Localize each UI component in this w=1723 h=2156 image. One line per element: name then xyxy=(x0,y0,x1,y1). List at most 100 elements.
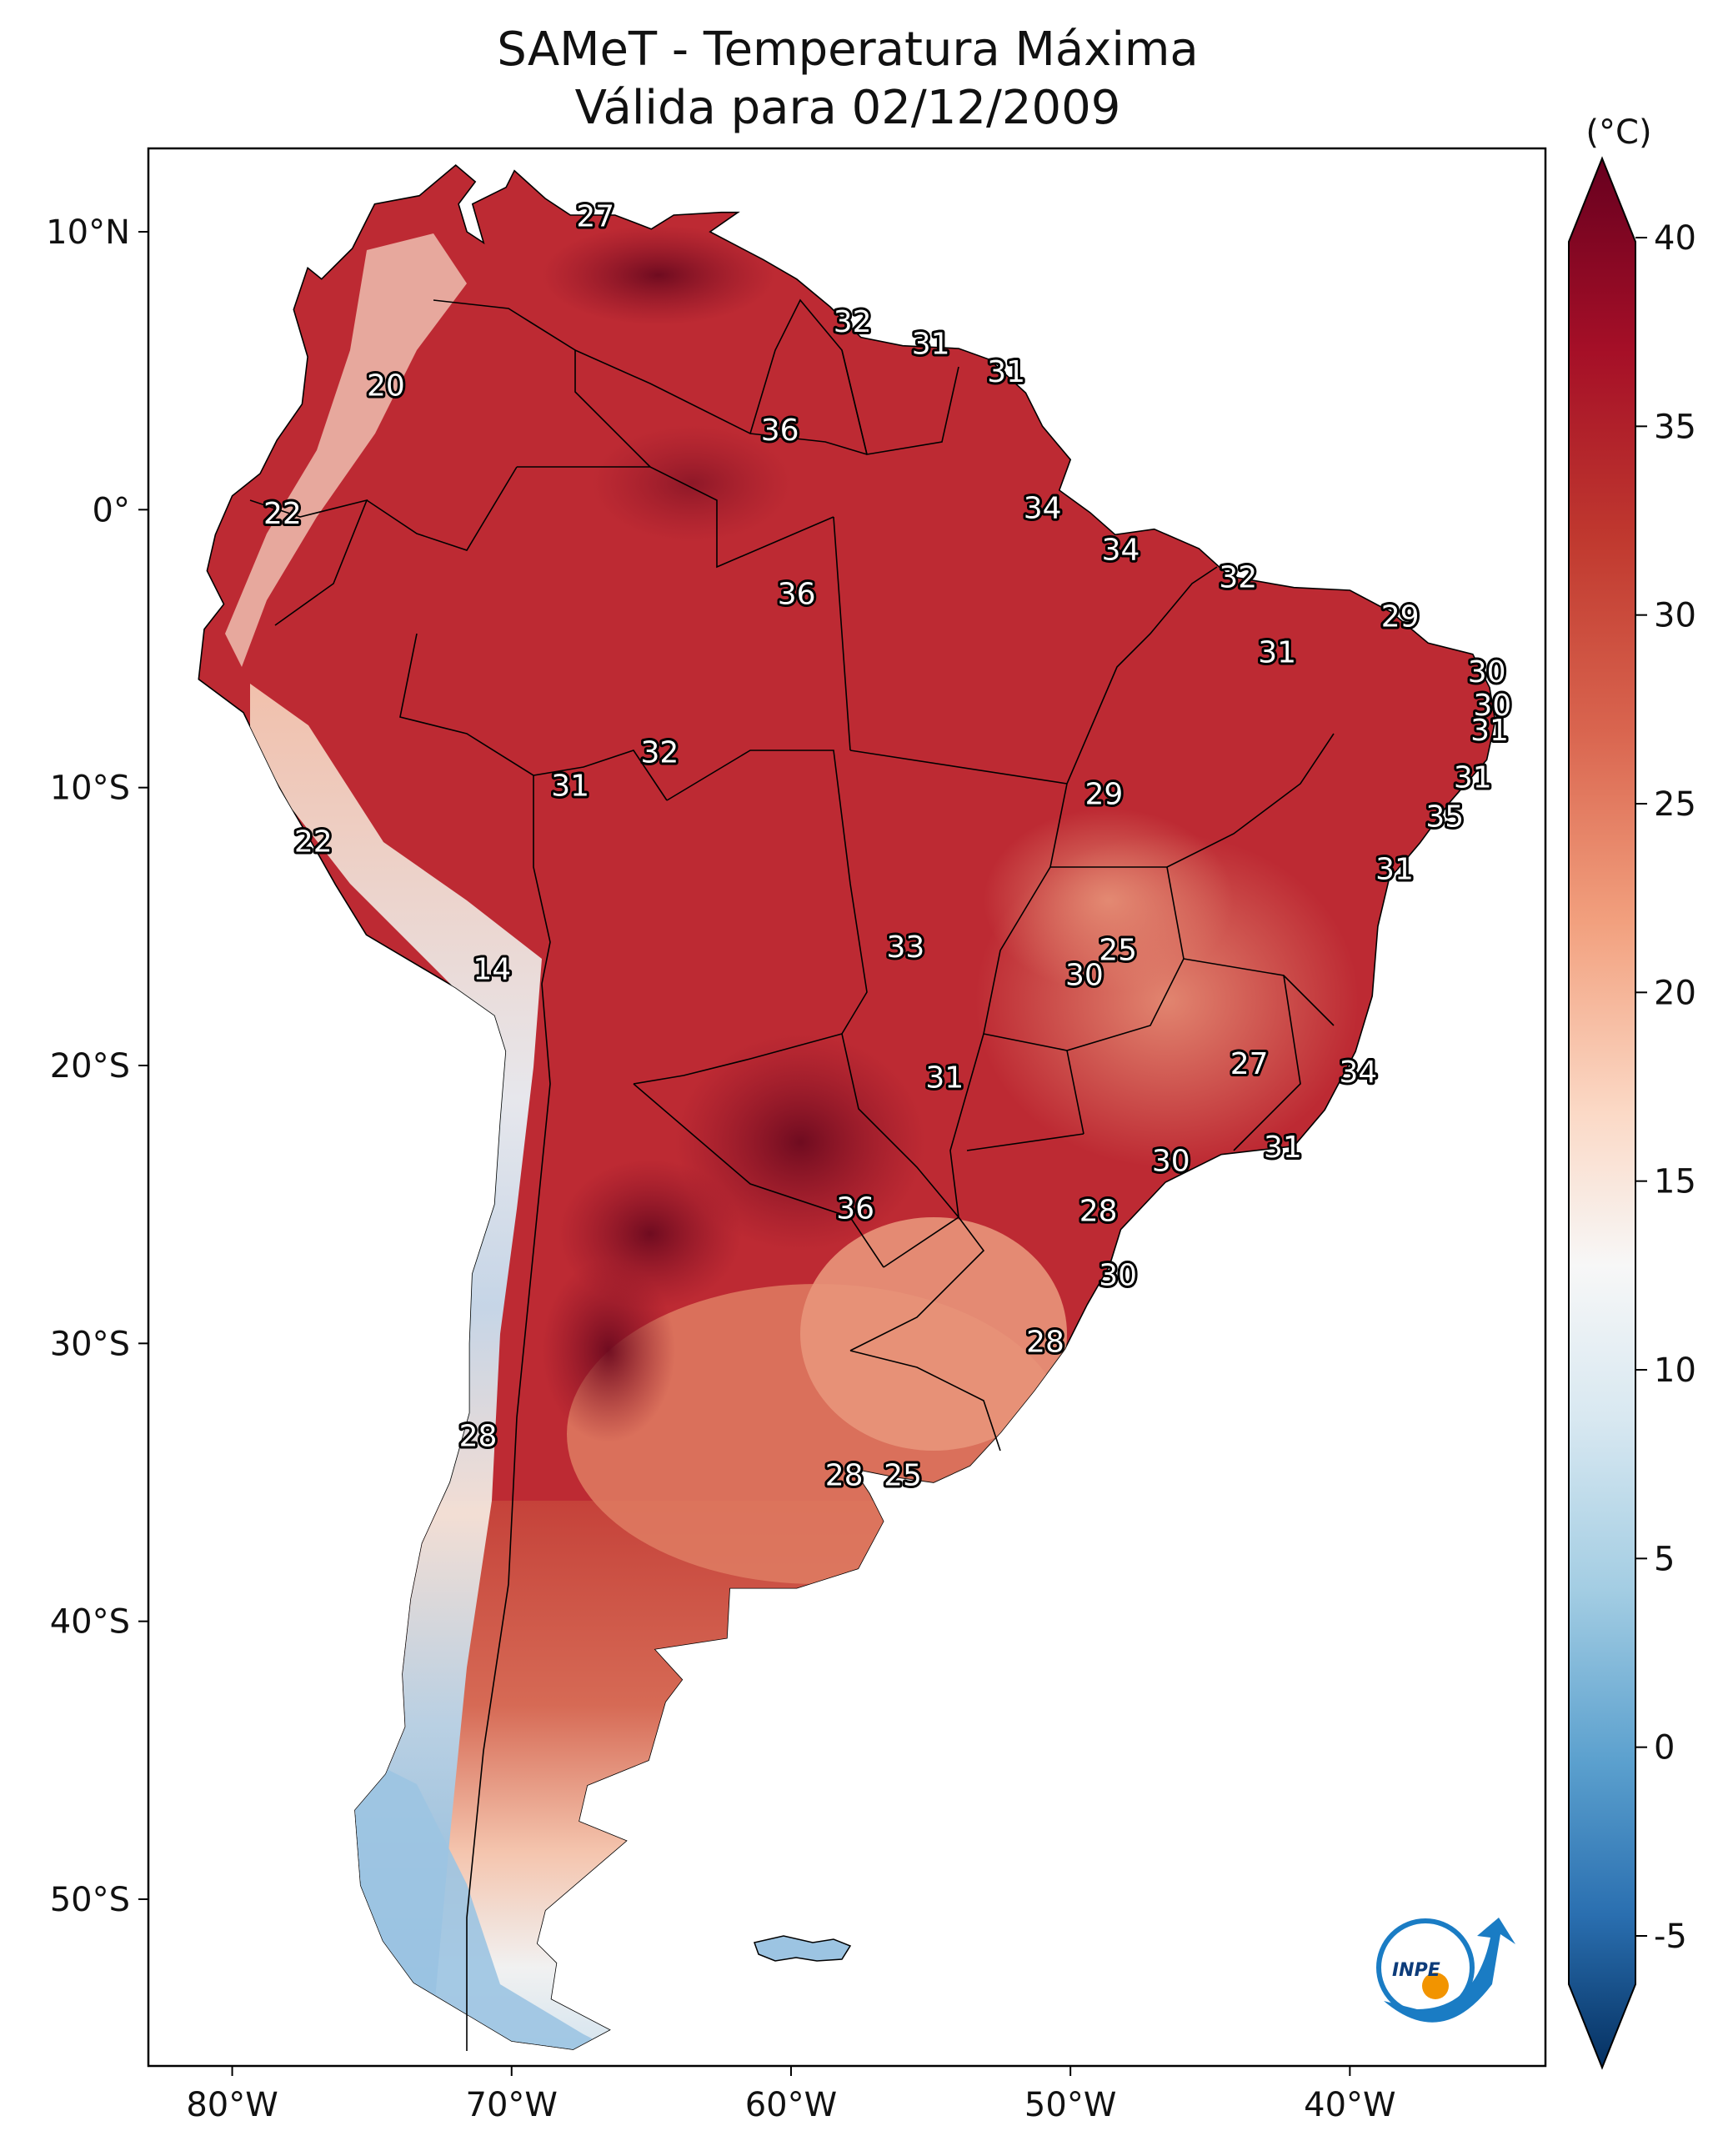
colorbar: (°C) 40 35 30 25 20 15 10 5 0 -5 xyxy=(1568,113,1696,2070)
latitude-tick-label: 40°S xyxy=(50,1603,130,1642)
temperature-label: 31 xyxy=(551,770,589,804)
colorbar-tick-label: 35 xyxy=(1654,408,1696,446)
colorbar-tick-label: 5 xyxy=(1654,1540,1675,1578)
temperature-label: 30 xyxy=(1152,1145,1190,1179)
colorbar-tick-label: 20 xyxy=(1654,974,1696,1012)
temperature-label: 30 xyxy=(1065,958,1104,992)
temperature-label: 30 xyxy=(1468,655,1506,689)
temperature-label: 32 xyxy=(834,305,872,339)
border-colombia-venezuela xyxy=(433,299,651,468)
south-america-landmass xyxy=(198,163,1496,2050)
central-brazil-mild-region xyxy=(984,809,1234,992)
border-argentina-paraguay xyxy=(633,1083,884,1268)
amazon-hot-core xyxy=(592,425,792,542)
temperature-label: 28 xyxy=(1026,1325,1064,1359)
temperature-label: 32 xyxy=(1219,561,1257,595)
border-bolivia-brazil xyxy=(666,750,868,1035)
temperature-label: 25 xyxy=(884,1458,922,1492)
temperature-label: 36 xyxy=(761,414,799,448)
temperature-label: 27 xyxy=(576,199,614,233)
border-peru-colombia xyxy=(366,466,518,551)
border-ecuador xyxy=(249,499,368,626)
temperature-label: 36 xyxy=(836,1191,874,1226)
colorbar-tick-label: 40 xyxy=(1654,219,1696,258)
temperature-label: 30 xyxy=(1099,1258,1137,1292)
temperature-label: 34 xyxy=(1102,533,1140,567)
longitude-tick-label: 40°W xyxy=(1304,2086,1395,2124)
latitude-tick-label: 30°S xyxy=(50,1325,130,1363)
colorbar-tick-label: 0 xyxy=(1654,1729,1675,1767)
colorbar-tick-label: -5 xyxy=(1654,1918,1687,1956)
temperature-label: 29 xyxy=(1381,599,1420,634)
latitude-axis: 10°N 0° 10°S 20°S 30°S 40°S 50°S xyxy=(46,213,148,1919)
temperature-label: 31 xyxy=(1454,761,1492,795)
temperature-label: 27 xyxy=(1230,1047,1269,1081)
chaco-hot-core xyxy=(675,1034,925,1251)
colorbar-tick-label: 25 xyxy=(1654,785,1696,824)
temperature-label: 31 xyxy=(912,328,950,362)
country-borders xyxy=(249,298,1335,2051)
colorbar-unit-label: (°C) xyxy=(1585,113,1651,152)
falkland-islands xyxy=(754,1935,852,1962)
border-brazil-colombia xyxy=(517,466,834,569)
colorbar-ticks: 40 35 30 25 20 15 10 5 0 -5 xyxy=(1635,219,1696,1956)
temperature-label: 14 xyxy=(473,953,511,987)
longitude-tick-label: 60°W xyxy=(745,2086,837,2124)
temperature-label: 32 xyxy=(640,736,679,770)
temperature-label: 28 xyxy=(1079,1195,1118,1229)
longitude-tick-label: 70°W xyxy=(466,2086,558,2124)
temperature-label: 36 xyxy=(778,578,816,612)
border-chile-argentina xyxy=(466,983,551,2051)
northern-andes-cool-band xyxy=(225,233,467,667)
temperature-label: 22 xyxy=(294,825,333,859)
logo-text: INPE xyxy=(1392,1960,1440,1981)
temperature-label: 33 xyxy=(886,930,924,965)
inpe-logo: INPE xyxy=(1376,1918,1515,2023)
map-title-line2: Válida para 02/12/2009 xyxy=(575,81,1121,135)
latitude-tick-label: 0° xyxy=(93,491,130,529)
temperature-label: 30 xyxy=(1473,689,1511,723)
logo-swoosh xyxy=(1384,1918,1515,2023)
temperature-label: 35 xyxy=(1425,800,1464,834)
temperature-label: 22 xyxy=(263,497,302,531)
border-argentina-brazil xyxy=(849,1216,985,1351)
longitude-tick-label: 80°W xyxy=(186,2086,278,2124)
latitude-tick-label: 20°S xyxy=(50,1047,130,1086)
temperature-label: 34 xyxy=(1024,491,1062,525)
border-peru-bolivia xyxy=(533,775,551,985)
temperature-label: 34 xyxy=(1339,1055,1377,1090)
latitude-tick-label: 10°S xyxy=(50,770,130,808)
temperature-label: 31 xyxy=(1258,636,1296,670)
longitude-tick-label: 50°W xyxy=(1024,2086,1116,2124)
colorbar-tick-label: 30 xyxy=(1654,597,1696,635)
logo-orange-dot xyxy=(1422,1973,1449,1999)
map-frame xyxy=(147,147,1547,2068)
temperature-field xyxy=(225,225,1359,2049)
latitude-tick-label: 10°N xyxy=(46,213,130,252)
temperature-label: 31 xyxy=(987,355,1025,389)
colorbar-tick-label: 15 xyxy=(1654,1163,1696,1201)
border-uruguay xyxy=(849,1350,1001,1452)
temperature-label: 31 xyxy=(1470,714,1509,748)
border-bolivia-paraguay xyxy=(633,1033,843,1085)
colorbar-body xyxy=(1568,156,1636,2070)
temperature-label: 29 xyxy=(1084,778,1123,812)
map-title-line1: SAMeT - Temperatura Máxima xyxy=(497,23,1199,77)
venezuela-hot-core xyxy=(542,225,775,325)
border-suriname xyxy=(841,349,959,455)
colorbar-tick-label: 10 xyxy=(1654,1351,1696,1390)
temperature-label: 20 xyxy=(367,369,405,404)
temperature-label: 31 xyxy=(1375,853,1414,887)
temperature-label: 28 xyxy=(459,1420,498,1454)
border-paraguay-brazil xyxy=(841,1033,960,1268)
temperature-label: 28 xyxy=(825,1458,864,1492)
temperature-label: 25 xyxy=(1099,933,1137,967)
latitude-tick-label: 50°S xyxy=(50,1881,130,1919)
brazil-state-borders xyxy=(833,516,1335,1218)
longitude-axis: 80°W 70°W 60°W 50°W 40°W xyxy=(186,2066,1396,2124)
uruguay-warm-region xyxy=(800,1217,1067,1451)
temperature-label: 31 xyxy=(1264,1131,1302,1165)
temperature-label: 31 xyxy=(925,1061,964,1096)
cordoba-hot-core xyxy=(542,1259,675,1442)
